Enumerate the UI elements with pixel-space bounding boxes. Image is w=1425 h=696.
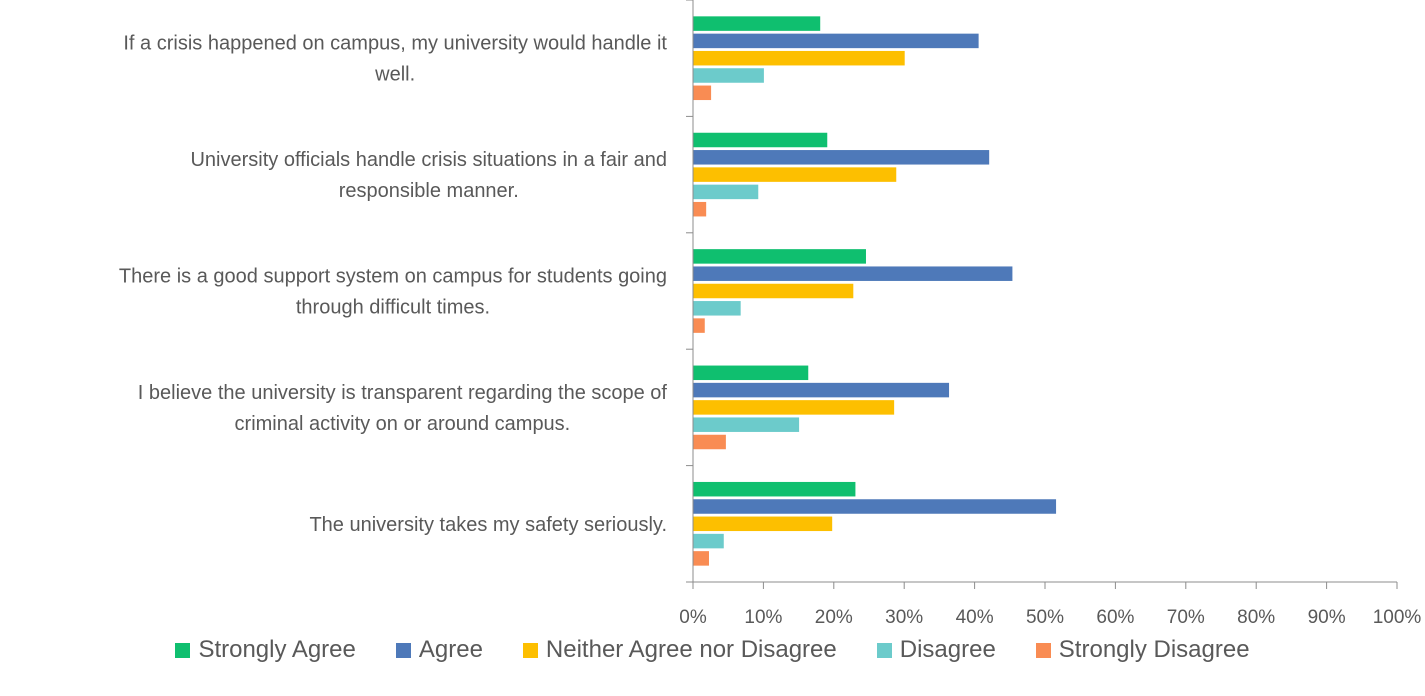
- category-label: criminal activity on or around campus.: [235, 413, 571, 435]
- bar-agree: [693, 382, 950, 398]
- bar-disagree: [693, 184, 759, 200]
- x-tick-label: 100%: [1373, 607, 1422, 628]
- x-tick-label: 40%: [956, 607, 994, 628]
- category-label: through difficult times.: [296, 297, 490, 319]
- legend-item: Strongly Disagree: [1035, 636, 1250, 664]
- legend-item: Strongly Agree: [175, 636, 356, 664]
- category-label: There is a good support system on campus…: [119, 266, 667, 288]
- x-tick-label: 0%: [679, 607, 707, 628]
- bar-agree: [693, 33, 979, 49]
- legend-label: Strongly Disagree: [1058, 636, 1250, 663]
- bar-strongly-agree: [693, 249, 866, 264]
- x-tick-label: 50%: [1026, 607, 1064, 628]
- legend-label: Neither Agree nor Disagree: [545, 636, 837, 663]
- legend-label: Disagree: [899, 636, 996, 663]
- x-tick-label: 60%: [1096, 607, 1134, 628]
- category-label: well.: [374, 64, 415, 86]
- bar-disagree: [693, 68, 764, 83]
- bars: [693, 16, 1057, 566]
- category-labels: If a crisis happened on campus, my unive…: [119, 33, 668, 536]
- bar-neither-agree-nor-disagree: [693, 283, 854, 299]
- legend: Strongly Agree Agree Neither Agree nor Dis…: [0, 630, 1425, 670]
- bar-disagree: [693, 533, 724, 549]
- bar-strongly-disagree: [693, 551, 709, 566]
- category-label: responsible manner.: [339, 180, 519, 202]
- bar-neither-agree-nor-disagree: [693, 167, 897, 182]
- category-label: University officials handle crisis situa…: [190, 149, 667, 171]
- legend-item: Agree: [395, 636, 483, 664]
- legend-item: Neither Agree nor Disagree: [522, 636, 837, 664]
- x-tick-label: 80%: [1237, 607, 1275, 628]
- bar-agree: [693, 499, 1057, 514]
- bar-strongly-agree: [693, 365, 809, 381]
- x-tick-label: 70%: [1167, 607, 1205, 628]
- legend-swatch: [522, 642, 538, 658]
- bar-strongly-disagree: [693, 318, 705, 333]
- legend-swatch: [1035, 642, 1051, 658]
- bar-neither-agree-nor-disagree: [693, 400, 895, 415]
- bar-neither-agree-nor-disagree: [693, 50, 905, 66]
- legend-swatch: [175, 642, 191, 658]
- x-tick-label: 20%: [815, 607, 853, 628]
- bar-strongly-agree: [693, 481, 856, 497]
- category-label: If a crisis happened on campus, my unive…: [123, 33, 667, 55]
- bar-strongly-agree: [693, 16, 821, 31]
- x-tick-label: 30%: [885, 607, 923, 628]
- x-tick-labels: 0% 10% 20% 30% 40% 50% 60% 70% 80% 90% 100%: [679, 607, 1421, 628]
- axes: [686, 0, 1398, 589]
- legend-item: Disagree: [876, 636, 996, 664]
- legend-label: Strongly Agree: [198, 636, 356, 663]
- legend-label: Agree: [418, 636, 483, 663]
- bar-disagree: [693, 417, 800, 432]
- bar-strongly-disagree: [693, 201, 707, 217]
- bar-strongly-agree: [693, 132, 828, 148]
- bar-chart: If a crisis happened on campus, my unive…: [119, 0, 1421, 628]
- bar-strongly-disagree: [693, 85, 712, 101]
- x-tick-label: 10%: [744, 607, 782, 628]
- bar-strongly-disagree: [693, 434, 726, 450]
- legend-swatch: [876, 642, 892, 658]
- bar-neither-agree-nor-disagree: [693, 516, 833, 532]
- x-tick-label: 90%: [1308, 607, 1346, 628]
- bar-agree: [693, 266, 1013, 281]
- bar-disagree: [693, 301, 741, 316]
- category-label: The university takes my safety seriously…: [309, 514, 667, 536]
- legend-swatch: [395, 642, 411, 658]
- category-label: I believe the university is transparent …: [138, 382, 668, 404]
- bar-agree: [693, 150, 990, 165]
